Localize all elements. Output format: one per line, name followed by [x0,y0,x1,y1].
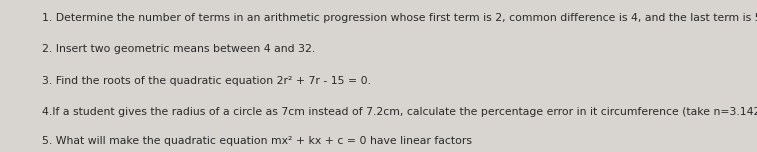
Text: 2. Insert two geometric means between 4 and 32.: 2. Insert two geometric means between 4 … [42,44,315,54]
Text: 4.If a student gives the radius of a circle as 7cm instead of 7.2cm, calculate t: 4.If a student gives the radius of a cir… [42,107,757,117]
Text: 5. What will make the quadratic equation mx² + kx + c = 0 have linear factors: 5. What will make the quadratic equation… [42,136,472,146]
Text: 3. Find the roots of the quadratic equation 2r² + 7r - 15 = 0.: 3. Find the roots of the quadratic equat… [42,76,371,86]
Text: 1. Determine the number of terms in an arithmetic progression whose first term i: 1. Determine the number of terms in an a… [42,13,757,23]
